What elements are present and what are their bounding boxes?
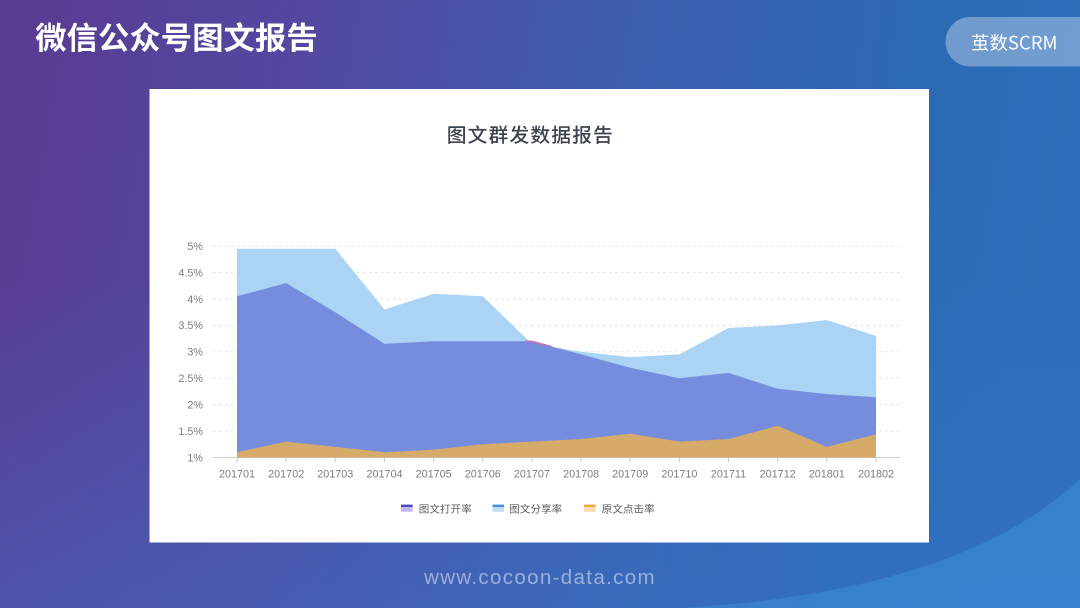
svg-text:201707: 201707 <box>514 469 550 481</box>
svg-text:201801: 201801 <box>809 469 845 481</box>
svg-text:4%: 4% <box>187 294 203 306</box>
svg-text:1.5%: 1.5% <box>178 426 203 438</box>
svg-text:3.5%: 3.5% <box>178 320 203 332</box>
svg-text:201701: 201701 <box>219 469 255 481</box>
svg-text:4.5%: 4.5% <box>178 267 203 279</box>
svg-text:201710: 201710 <box>661 469 697 481</box>
svg-text:2.5%: 2.5% <box>178 373 203 385</box>
svg-text:201712: 201712 <box>760 469 796 481</box>
svg-text:201703: 201703 <box>317 469 353 481</box>
svg-text:201704: 201704 <box>366 469 402 481</box>
svg-text:201708: 201708 <box>563 469 599 481</box>
svg-text:www.cocoon-data.com: www.cocoon-data.com <box>423 566 656 589</box>
svg-text:201711: 201711 <box>711 469 746 481</box>
svg-text:201709: 201709 <box>612 469 648 481</box>
svg-text:1%: 1% <box>187 452 203 464</box>
svg-text:201706: 201706 <box>465 469 501 481</box>
svg-text:201702: 201702 <box>268 469 304 481</box>
svg-text:2%: 2% <box>187 399 203 411</box>
svg-text:201705: 201705 <box>416 469 452 481</box>
svg-text:3%: 3% <box>187 347 203 359</box>
svg-text:5%: 5% <box>187 241 203 253</box>
svg-text:201802: 201802 <box>858 469 894 481</box>
